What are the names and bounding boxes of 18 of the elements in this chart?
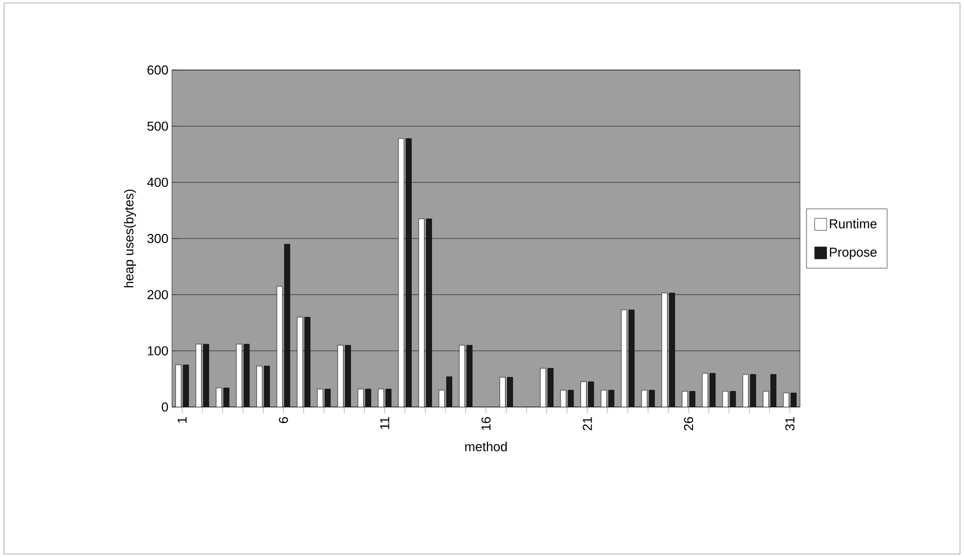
x-tick-label: 21 <box>582 417 592 430</box>
x-tick-label: 16 <box>481 417 491 430</box>
legend-label: Propose <box>830 248 877 260</box>
x-tick-label: 26 <box>684 417 694 430</box>
x-tick-label: 1 <box>178 417 187 423</box>
x-axis-title: method <box>465 442 507 452</box>
y-tick-label: 0 <box>162 402 168 412</box>
y-axis-title: heap uses(bytes) <box>124 190 136 288</box>
x-tick-label: 11 <box>380 417 390 429</box>
y-tick-label: 300 <box>147 234 168 244</box>
y-tick-label: 400 <box>147 178 168 187</box>
x-tick-label: 31 <box>785 417 794 430</box>
y-tick-label: 500 <box>147 122 168 131</box>
y-tick-label: 200 <box>148 290 168 300</box>
x-tick-label: 6 <box>278 417 288 424</box>
y-tick-label: 600 <box>148 65 168 75</box>
legend-label: Runtime <box>830 218 877 228</box>
y-tick-label: 100 <box>148 346 168 356</box>
